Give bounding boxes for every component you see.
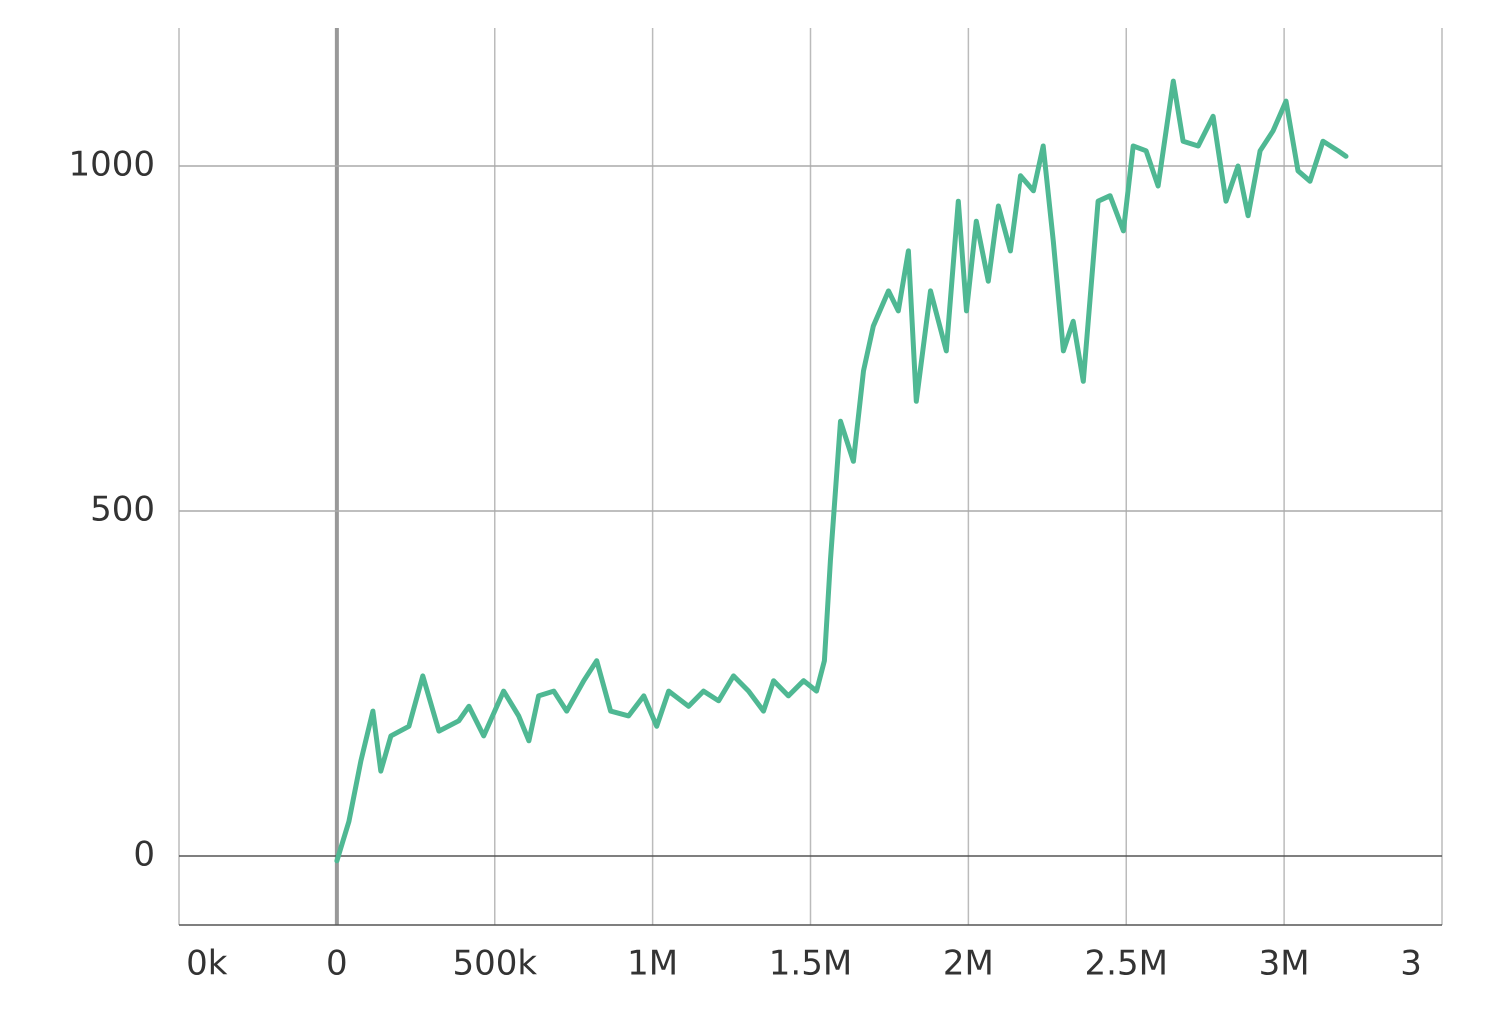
y-tick-label: 0 bbox=[133, 835, 155, 875]
plot bbox=[334, 78, 1349, 864]
x-tick-label: 1M bbox=[627, 944, 678, 984]
x-tick-label: 3.5M bbox=[1400, 944, 1483, 984]
y-tick-label: 500 bbox=[90, 490, 155, 530]
x-tick-label: 0 bbox=[326, 944, 348, 984]
y-tick-label: 1000 bbox=[68, 145, 155, 185]
grid bbox=[178, 28, 1443, 926]
line-series bbox=[334, 78, 1349, 864]
x-tick-labels: -500k 0 500k 1M 1.5M 2M 2.5M 3M 3.5M bbox=[131, 944, 1483, 984]
x-tick-label: 2.5M bbox=[1085, 944, 1168, 984]
x-tick-label: 2M bbox=[943, 944, 994, 984]
x-tick-label: -500k bbox=[131, 944, 228, 984]
x-tick-label: 500k bbox=[452, 944, 537, 984]
x-tick-label: 3M bbox=[1259, 944, 1310, 984]
x-tick-label: 1.5M bbox=[769, 944, 852, 984]
